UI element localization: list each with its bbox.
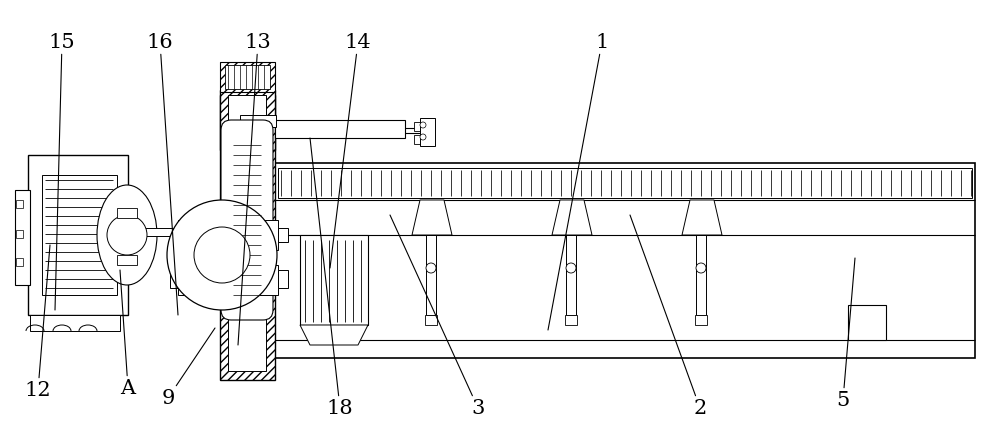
Bar — [16, 200, 23, 208]
Bar — [425, 315, 437, 325]
Bar — [426, 235, 436, 315]
Text: 2: 2 — [630, 215, 707, 417]
Bar — [220, 62, 275, 92]
Bar — [30, 315, 120, 331]
Bar — [178, 220, 196, 250]
Text: 5: 5 — [836, 258, 855, 409]
Bar — [696, 235, 706, 315]
Bar — [566, 235, 576, 315]
Text: A: A — [120, 270, 136, 397]
Circle shape — [194, 227, 250, 283]
Bar — [15, 190, 30, 285]
Circle shape — [696, 263, 706, 273]
Ellipse shape — [97, 185, 157, 285]
Bar — [278, 168, 972, 198]
Circle shape — [107, 215, 147, 255]
Bar — [414, 122, 426, 131]
Bar — [42, 175, 117, 295]
Bar — [420, 118, 435, 146]
Bar — [117, 255, 137, 265]
Text: 16: 16 — [147, 32, 178, 315]
Circle shape — [420, 134, 426, 140]
Bar — [414, 135, 426, 144]
Text: 14: 14 — [330, 32, 371, 268]
Polygon shape — [552, 200, 592, 235]
Text: 15: 15 — [49, 32, 75, 310]
Bar — [220, 90, 275, 150]
Bar — [278, 228, 288, 242]
Text: 3: 3 — [390, 215, 485, 417]
Bar — [170, 270, 180, 288]
Bar — [228, 95, 266, 145]
Bar — [278, 270, 288, 288]
Circle shape — [420, 122, 426, 128]
Bar — [275, 163, 975, 358]
Bar — [240, 115, 276, 127]
Bar — [117, 208, 137, 218]
FancyBboxPatch shape — [221, 120, 273, 320]
Bar — [848, 305, 886, 340]
Bar — [170, 228, 180, 242]
Bar — [120, 228, 180, 236]
Bar — [695, 315, 707, 325]
Bar — [16, 230, 23, 238]
Text: 9: 9 — [161, 328, 215, 408]
Bar — [28, 155, 128, 315]
Polygon shape — [682, 200, 722, 235]
Text: 13: 13 — [238, 32, 271, 345]
Bar — [565, 315, 577, 325]
Polygon shape — [300, 325, 368, 345]
Polygon shape — [412, 200, 452, 235]
Bar — [260, 265, 278, 295]
Bar — [178, 265, 196, 295]
Bar — [260, 220, 278, 250]
Text: 1: 1 — [548, 32, 609, 330]
Circle shape — [426, 263, 436, 273]
Bar — [228, 103, 266, 371]
Text: 18: 18 — [310, 138, 353, 417]
Circle shape — [566, 263, 576, 273]
Bar — [220, 95, 275, 380]
Bar — [275, 120, 405, 138]
Text: 12: 12 — [25, 245, 51, 400]
Bar — [16, 258, 23, 266]
Bar — [300, 235, 368, 325]
Circle shape — [167, 200, 277, 310]
Bar — [225, 65, 270, 89]
